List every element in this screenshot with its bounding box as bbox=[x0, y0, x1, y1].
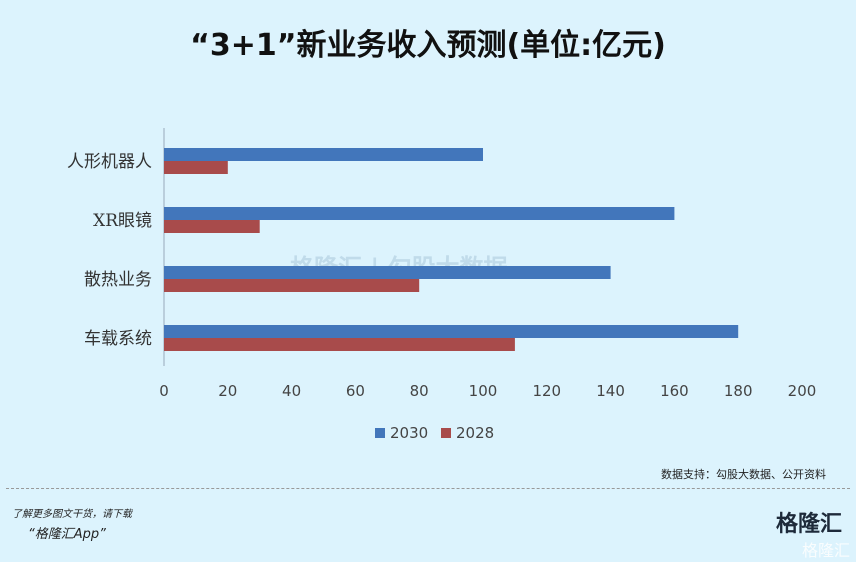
legend-label: 2028 bbox=[456, 424, 494, 442]
category-label: 车载系统 bbox=[84, 329, 152, 349]
gelonghui-logo: 格隆汇 bbox=[775, 512, 842, 537]
promo-text: 了解更多图文干货，请下载 bbox=[12, 509, 132, 520]
x-tick-label: 60 bbox=[346, 382, 365, 400]
category-label: XR眼镜 bbox=[93, 211, 152, 231]
bar-2028 bbox=[164, 220, 260, 233]
x-tick-label: 80 bbox=[410, 382, 429, 400]
x-tick-label: 200 bbox=[788, 382, 817, 400]
divider bbox=[6, 488, 850, 489]
chart-title: “3+1”新业务收入预测(单位:亿元) bbox=[190, 28, 666, 63]
bar-2030 bbox=[164, 325, 739, 338]
bar-2028 bbox=[164, 161, 228, 174]
bar-2030 bbox=[164, 266, 611, 279]
corner-watermark: 格隆汇 bbox=[801, 541, 850, 560]
data-source: 数据支持：勾股大数据、公开资料 bbox=[661, 468, 826, 481]
x-tick-label: 40 bbox=[282, 382, 301, 400]
x-tick-label: 140 bbox=[596, 382, 625, 400]
x-tick-label: 0 bbox=[159, 382, 169, 400]
legend-swatch-2028 bbox=[441, 428, 451, 438]
promo-app-name: “格隆汇App” bbox=[28, 527, 106, 542]
bar-2028 bbox=[164, 338, 515, 351]
legend-label: 2030 bbox=[390, 424, 428, 442]
x-tick-label: 160 bbox=[660, 382, 689, 400]
bar-2030 bbox=[164, 207, 675, 220]
x-tick-label: 20 bbox=[218, 382, 237, 400]
legend-swatch-2030 bbox=[375, 428, 385, 438]
x-tick-label: 100 bbox=[469, 382, 498, 400]
bar-2028 bbox=[164, 279, 420, 292]
category-label: 人形机器人 bbox=[67, 152, 152, 172]
x-tick-label: 180 bbox=[724, 382, 753, 400]
bar-2030 bbox=[164, 148, 483, 161]
category-label: 散热业务 bbox=[84, 270, 152, 290]
x-tick-label: 120 bbox=[532, 382, 561, 400]
